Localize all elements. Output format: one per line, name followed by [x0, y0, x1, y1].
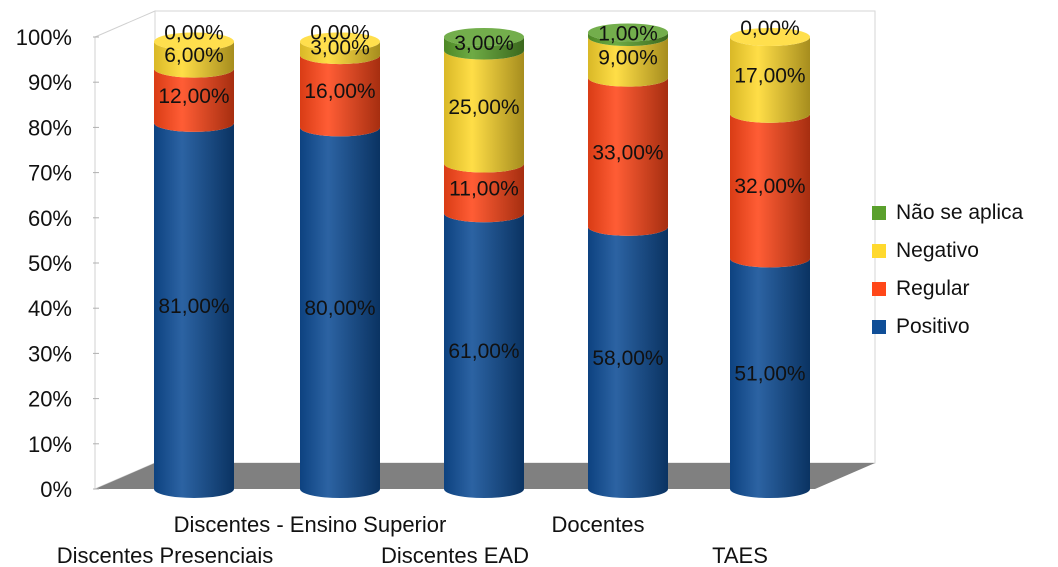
- data-label: 6,00%: [164, 44, 224, 67]
- left-wall: [94, 10, 156, 490]
- bar-top-cap: [300, 32, 380, 51]
- legend-label: Regular: [896, 277, 970, 300]
- data-label: 16,00%: [304, 80, 375, 103]
- data-label: 25,00%: [448, 96, 519, 119]
- bar-segment: [588, 77, 668, 236]
- legend-item: Positivo: [872, 315, 970, 338]
- y-tick-label: 50%: [28, 251, 72, 276]
- bar-segment: [588, 32, 668, 46]
- y-tick-label: 70%: [28, 161, 72, 186]
- category-label: Discentes Presenciais: [57, 543, 273, 567]
- bar-segment: [444, 37, 524, 60]
- legend-item: Regular: [872, 277, 970, 300]
- bar-segment: [444, 163, 524, 223]
- bar-segment: [588, 37, 668, 87]
- data-label: 12,00%: [158, 85, 229, 108]
- legend: Não se aplica Negativo Regular Positivo: [872, 201, 1024, 338]
- data-label: 61,00%: [448, 340, 519, 363]
- data-label: 11,00%: [449, 177, 519, 200]
- bar-segment: [154, 41, 234, 78]
- data-label: 33,00%: [592, 141, 663, 164]
- data-label: 81,00%: [158, 295, 229, 318]
- bar-segment: [730, 113, 810, 268]
- data-label: 0,00%: [164, 22, 224, 45]
- legend-swatch: [872, 282, 886, 296]
- bar-segment: [154, 122, 234, 498]
- category-label: Docentes: [552, 512, 645, 537]
- y-tick-label: 90%: [28, 70, 72, 95]
- data-label: 32,00%: [734, 175, 805, 198]
- legend-label: Não se aplica: [896, 201, 1024, 224]
- bar-segment: [730, 258, 810, 498]
- y-tick-label: 40%: [28, 296, 72, 321]
- bar-top-cap: [444, 28, 524, 46]
- y-tick-label: 20%: [28, 387, 72, 412]
- bar-top-cap: [154, 32, 234, 51]
- bar-segment: [444, 213, 524, 498]
- legend-swatch: [872, 206, 886, 220]
- bar-segment: [730, 37, 810, 123]
- data-label: 3,00%: [454, 32, 514, 55]
- bar-segment: [300, 127, 380, 499]
- legend-label: Negativo: [896, 239, 979, 262]
- legend-swatch: [872, 244, 886, 258]
- bar-segment: [588, 226, 668, 498]
- data-label: 1,00%: [598, 23, 658, 46]
- data-label: 17,00%: [734, 64, 805, 87]
- bar-top-cap: [588, 23, 668, 42]
- bar-segment: [444, 50, 524, 173]
- legend-swatch: [872, 320, 886, 334]
- bar-segment: [300, 55, 380, 137]
- data-label: 51,00%: [734, 363, 805, 386]
- x-axis: Discentes Presenciais Discentes - Ensino …: [57, 512, 768, 567]
- bar-top-cap: [730, 28, 810, 46]
- legend-item: Negativo: [872, 239, 979, 262]
- legend-item: Não se aplica: [872, 201, 1024, 224]
- y-tick-label: 60%: [28, 206, 72, 231]
- y-tick-label: 10%: [28, 432, 72, 457]
- bars: [154, 23, 810, 499]
- y-tick-label: 80%: [28, 115, 72, 140]
- y-axis: 0% 10% 20% 30% 40% 50% 60% 70% 80% 90% 100%: [16, 25, 99, 502]
- category-label: Discentes EAD: [381, 543, 529, 567]
- data-label: 58,00%: [592, 347, 663, 370]
- data-label: 80,00%: [304, 297, 375, 320]
- data-labels: 81,00%12,00%6,00%0,00%80,00%16,00%3,00%0…: [158, 17, 805, 386]
- y-tick-label: 100%: [16, 25, 72, 50]
- category-label: TAES: [712, 543, 768, 567]
- bar-segment: [154, 68, 234, 132]
- y-tick-label: 30%: [28, 341, 72, 366]
- legend-label: Positivo: [896, 315, 970, 338]
- y-tick-label: 0%: [40, 477, 72, 502]
- data-label: 3,00%: [310, 36, 370, 59]
- data-label: 0,00%: [310, 22, 370, 45]
- bar-segment: [300, 41, 380, 65]
- data-label: 0,00%: [740, 17, 800, 40]
- data-label: 9,00%: [598, 46, 658, 69]
- category-label: Discentes - Ensino Superior: [174, 512, 447, 537]
